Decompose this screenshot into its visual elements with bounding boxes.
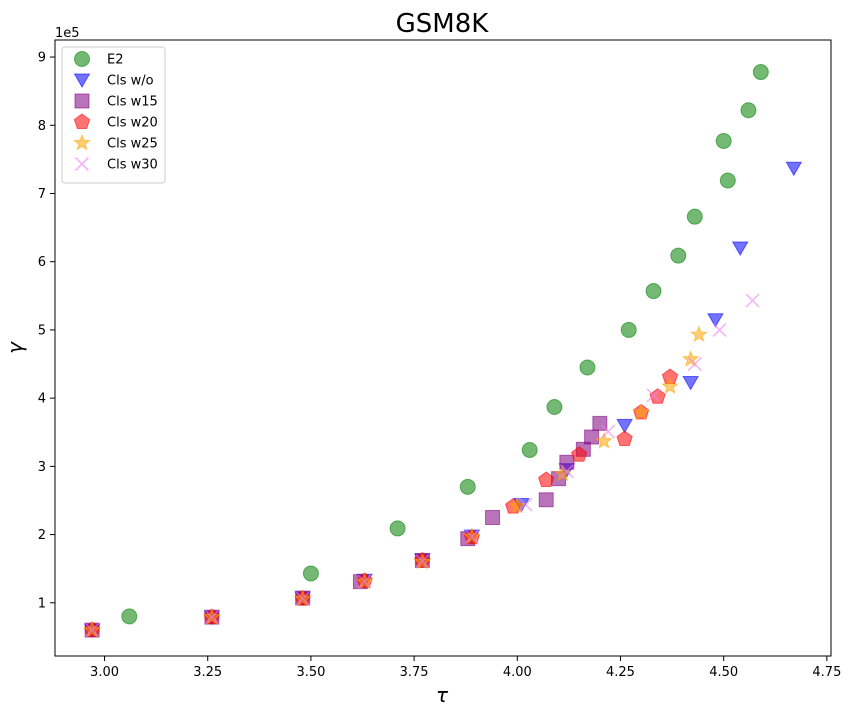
data-point [464, 529, 479, 544]
y-axis-label: γ [3, 341, 27, 354]
data-point [682, 375, 700, 391]
data-point [571, 446, 588, 462]
data-point [485, 510, 501, 526]
data-point [681, 349, 700, 367]
data-point [670, 247, 687, 264]
y-tick-label: 8 [38, 119, 46, 134]
y-offset-label: 1e5 [55, 26, 80, 41]
data-point [715, 132, 732, 149]
data-point [389, 520, 406, 537]
data-point [601, 424, 616, 439]
data-point [521, 441, 538, 458]
data-marks [83, 64, 803, 639]
x-tick-label: 3.25 [193, 665, 222, 680]
y-tick-label: 1 [38, 596, 46, 611]
data-point [537, 471, 555, 487]
plot-area-frame [54, 39, 832, 657]
y-tick-label: 9 [38, 51, 46, 66]
data-point [719, 172, 736, 189]
legend-item: Cls w/o [73, 73, 154, 89]
data-point [661, 377, 679, 395]
series-cls-w-o [83, 161, 803, 639]
data-point [85, 623, 100, 638]
y-tick-label: 3 [38, 460, 46, 475]
series-cls-w25 [83, 325, 708, 638]
x-tick-label: 3.00 [90, 665, 119, 680]
data-point [559, 464, 574, 479]
data-point [686, 208, 703, 225]
y-tick-label: 4 [38, 392, 46, 407]
chart-title: GSM8K [396, 9, 490, 39]
data-point [538, 492, 554, 508]
data-point [616, 418, 633, 434]
data-point [687, 356, 702, 372]
data-point [752, 64, 769, 81]
y-tick-label: 6 [38, 255, 46, 270]
data-point [646, 388, 661, 403]
data-point [595, 431, 613, 449]
data-point [707, 313, 724, 328]
x-tick-label: 4.00 [503, 665, 532, 680]
legend-marker [73, 73, 91, 89]
data-point [785, 161, 803, 177]
data-point [620, 321, 637, 338]
y-tick-label: 7 [38, 187, 46, 202]
legend-label: Cls w30 [107, 158, 158, 173]
legend-label: Cls w15 [107, 95, 158, 110]
x-tick-label: 4.25 [606, 665, 635, 680]
x-tick-label: 4.75 [812, 665, 841, 680]
legend-marker [73, 113, 91, 129]
legend-label: Cls w25 [107, 137, 158, 152]
legend-item: E2 [74, 51, 124, 68]
data-point [121, 608, 138, 625]
data-point [302, 565, 319, 582]
data-point [295, 591, 310, 606]
legend-item: Cls w20 [73, 113, 158, 131]
data-point [712, 322, 727, 337]
legend-label: Cls w20 [107, 116, 158, 131]
x-tick-label: 4.50 [709, 665, 738, 680]
data-point [632, 403, 651, 421]
data-point [553, 464, 572, 482]
x-tick-label: 3.50 [296, 665, 325, 680]
x-axis: 3.00 3.25 3.50 3.75 4.00 4.25 4.50 4.75 [90, 656, 841, 680]
legend-item: Cls w25 [73, 133, 158, 152]
legend-marker [73, 133, 91, 151]
legend-box [61, 46, 166, 184]
legend-item: Cls w30 [74, 156, 158, 173]
data-point [740, 102, 757, 119]
data-point [518, 497, 533, 512]
legend-label: Cls w/o [107, 74, 154, 89]
data-point [559, 454, 575, 470]
data-point [415, 554, 430, 569]
legend: E2 Cls w/o Cls w15 Cls w20 Cls w25 Cls w30 [61, 46, 166, 184]
x-tick-label: 3.75 [400, 665, 429, 680]
y-tick-label: 5 [38, 323, 46, 338]
series-e2 [121, 64, 769, 625]
legend-item: Cls w15 [74, 93, 158, 110]
data-point [508, 496, 527, 514]
data-point [584, 429, 600, 445]
data-point [616, 430, 633, 447]
legend-marker [74, 93, 90, 109]
legend-label: E2 [107, 53, 124, 68]
data-point [204, 610, 219, 625]
series-cls-w30 [85, 293, 760, 638]
x-axis-label: τ [436, 683, 449, 707]
series-cls-w20 [83, 368, 679, 638]
legend-marker [74, 51, 90, 67]
data-point [546, 399, 563, 416]
y-axis: 1 2 3 4 5 6 7 8 9 [38, 51, 55, 611]
legend-marker [74, 156, 90, 172]
data-point [357, 574, 372, 589]
y-tick-label: 2 [38, 528, 46, 543]
data-point [731, 241, 749, 257]
data-point [689, 325, 708, 343]
data-point [645, 283, 662, 300]
data-point [579, 359, 596, 376]
data-point [459, 478, 476, 495]
data-point [745, 293, 760, 308]
